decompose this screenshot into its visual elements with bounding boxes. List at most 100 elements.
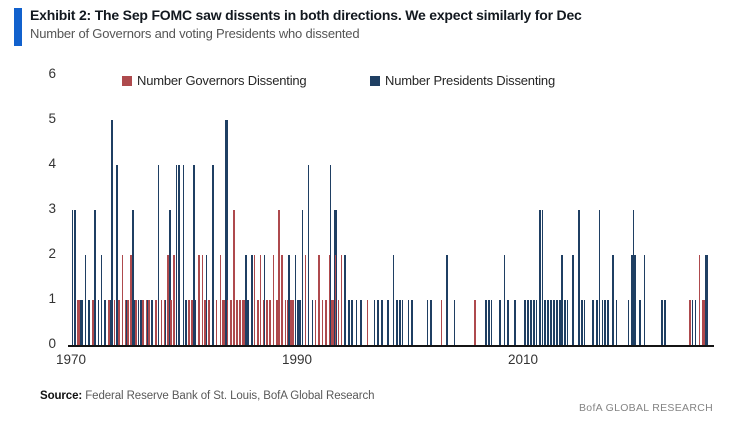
dissent-bar-presidents bbox=[381, 300, 383, 345]
dissent-bar-governors bbox=[281, 255, 283, 345]
y-tick-label: 3 bbox=[48, 201, 56, 216]
dissent-bar-governors bbox=[328, 255, 331, 345]
dissent-bar-presidents bbox=[288, 255, 290, 345]
dissent-bar-governors bbox=[689, 300, 691, 345]
dissent-bar-presidents bbox=[407, 300, 410, 345]
dissent-bar-presidents bbox=[94, 210, 96, 345]
dissent-bar-governors bbox=[265, 300, 268, 345]
dissent-bar-presidents bbox=[426, 300, 429, 345]
dissent-bar-governors bbox=[440, 300, 442, 345]
dissent-bar-presidents bbox=[87, 300, 90, 345]
legend-item-presidents: Number Presidents Dissenting bbox=[370, 73, 555, 88]
dissent-bar-presidents bbox=[263, 255, 266, 345]
dissent-bar-presidents bbox=[311, 300, 314, 345]
dissent-bar-presidents bbox=[524, 300, 527, 345]
dissent-bar-presidents bbox=[347, 300, 350, 345]
dissent-bar-presidents bbox=[595, 300, 598, 345]
dissent-bar-governors bbox=[331, 300, 335, 345]
dissent-bar-governors bbox=[235, 300, 238, 345]
dissent-bar-governors bbox=[243, 300, 246, 345]
dissent-bar-governors bbox=[173, 255, 176, 345]
dissent-bar-presidents bbox=[632, 210, 634, 345]
dissent-bar-presidents bbox=[100, 255, 103, 345]
dissent-bar-governors bbox=[256, 300, 259, 345]
dissent-bar-presidents bbox=[182, 165, 185, 345]
dissent-bar-governors bbox=[701, 300, 705, 345]
dissent-bar-presidents bbox=[133, 300, 135, 345]
dissent-bar-presidents bbox=[532, 300, 535, 345]
dissent-bar-presidents bbox=[581, 300, 583, 345]
dissent-bar-governors bbox=[272, 255, 275, 345]
dissent-bar-presidents bbox=[578, 210, 580, 345]
dissent-bar-presidents bbox=[205, 255, 208, 345]
dissent-bar-presidents bbox=[344, 255, 346, 345]
dissent-bar-presidents bbox=[297, 300, 300, 345]
dissent-bar-governors bbox=[241, 300, 244, 345]
dissent-bar-governors bbox=[290, 300, 293, 345]
dissent-bar-governors bbox=[163, 300, 166, 345]
dissent-bar-presidents bbox=[169, 210, 172, 345]
source-line: Source: Federal Reserve Bank of St. Loui… bbox=[40, 390, 375, 402]
dissent-bar-presidents bbox=[194, 300, 197, 345]
y-tick-label: 2 bbox=[48, 246, 56, 261]
dissent-bar-presidents bbox=[604, 300, 606, 345]
dissent-bar-presidents bbox=[535, 300, 538, 345]
dissent-bar-presidents bbox=[503, 255, 506, 345]
dissent-bar-presidents bbox=[564, 300, 567, 345]
dissent-bar-presidents bbox=[402, 300, 404, 345]
dissent-bar-governors bbox=[269, 300, 271, 345]
dissent-bar-presidents bbox=[302, 210, 304, 345]
dissent-bar-presidents bbox=[126, 300, 128, 345]
dissent-bar-governors bbox=[76, 300, 80, 345]
dissent-bar-presidents bbox=[377, 300, 380, 345]
dissent-bar-presidents bbox=[664, 300, 666, 345]
dissent-bar-presidents bbox=[158, 165, 160, 345]
exhibit-subtitle: Number of Governors and voting President… bbox=[30, 26, 360, 41]
dissent-bar-presidents bbox=[634, 255, 637, 345]
dissent-bar-governors bbox=[226, 300, 229, 345]
dissent-bar-governors bbox=[367, 300, 369, 345]
dissent-bar-governors bbox=[278, 210, 280, 345]
dissent-bar-governors bbox=[145, 300, 147, 345]
dissent-bar-presidents bbox=[612, 255, 614, 345]
dissent-bar-presidents bbox=[71, 210, 73, 345]
dissent-bar-presidents bbox=[539, 210, 541, 345]
dissent-bar-governors bbox=[219, 255, 221, 345]
dissent-bar-presidents bbox=[139, 300, 142, 345]
dissent-bar-presidents bbox=[193, 165, 196, 345]
dissent-bar-presidents bbox=[307, 165, 310, 345]
dissent-bar-presidents bbox=[592, 300, 594, 345]
dissent-bar-governors bbox=[148, 300, 150, 345]
dissent-bar-presidents bbox=[131, 210, 134, 345]
dissent-bar-governors bbox=[238, 300, 241, 345]
dissent-bar-governors bbox=[142, 300, 144, 345]
dissent-bar-presidents bbox=[526, 300, 529, 345]
dissent-bar-governors bbox=[126, 300, 129, 345]
dissent-bar-presidents bbox=[74, 210, 76, 345]
dissent-bar-presidents bbox=[299, 300, 302, 345]
dissent-bar-presidents bbox=[454, 300, 456, 345]
dissent-bar-presidents bbox=[430, 300, 432, 345]
dissent-bar-presidents bbox=[561, 255, 563, 345]
dissent-bar-presidents bbox=[507, 300, 509, 345]
legend-item-governors: Number Governors Dissenting bbox=[122, 73, 307, 88]
dissent-bar-governors bbox=[284, 300, 286, 345]
dissent-bar-presidents bbox=[513, 300, 516, 345]
dissent-bar-governors bbox=[207, 300, 210, 345]
dissent-bar-presidents bbox=[567, 300, 569, 345]
dissent-bar-presidents bbox=[555, 300, 558, 345]
dissent-bar-presidents bbox=[552, 300, 555, 345]
dissent-bar-governors bbox=[337, 300, 340, 345]
dissent-bar-presidents bbox=[487, 300, 490, 345]
x-tick-label: 2010 bbox=[507, 352, 539, 367]
x-tick-label: 1990 bbox=[281, 352, 313, 367]
brand-footer: BofA GLOBAL RESEARCH bbox=[579, 402, 713, 414]
governors-swatch-icon bbox=[122, 75, 132, 86]
dissent-bar-presidents bbox=[598, 210, 601, 345]
dissent-bar-presidents bbox=[490, 300, 493, 345]
y-tick-label: 4 bbox=[48, 156, 56, 171]
dissent-bar-governors bbox=[113, 300, 116, 345]
dissent-bar-presidents bbox=[630, 255, 633, 345]
legend-label-presidents: Number Presidents Dissenting bbox=[385, 73, 555, 88]
dissent-bar-presidents bbox=[245, 255, 247, 345]
